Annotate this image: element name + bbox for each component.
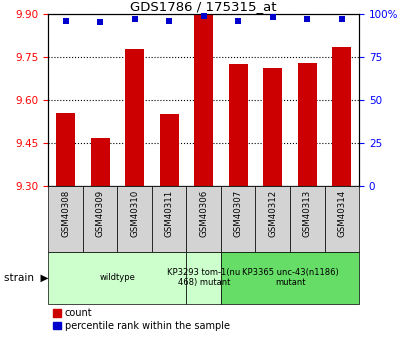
Bar (48, 252, 186, 304)
Text: KP3293 tom-1(nu
468) mutant: KP3293 tom-1(nu 468) mutant (167, 268, 240, 287)
Text: strain  ▶: strain ▶ (4, 273, 49, 283)
Bar (221, 252, 359, 304)
Text: wildtype: wildtype (100, 273, 135, 282)
Bar (186, 252, 221, 304)
Legend: count, percentile rank within the sample: count, percentile rank within the sample (53, 308, 230, 331)
Text: GSM40311: GSM40311 (165, 189, 173, 237)
Bar (263, 68, 282, 186)
Text: GSM40308: GSM40308 (61, 189, 70, 237)
Bar (117, 186, 152, 252)
Bar (125, 49, 144, 186)
Title: GDS1786 / 175315_at: GDS1786 / 175315_at (131, 0, 277, 13)
Bar (48, 186, 83, 252)
Bar (91, 138, 110, 186)
Bar (56, 113, 75, 186)
Bar (325, 186, 359, 252)
Text: GSM40312: GSM40312 (268, 189, 277, 237)
Text: KP3365 unc-43(n1186)
mutant: KP3365 unc-43(n1186) mutant (241, 268, 339, 287)
Bar (332, 47, 351, 186)
Text: GSM40314: GSM40314 (337, 189, 346, 237)
Bar (83, 186, 117, 252)
Bar (186, 186, 221, 252)
Bar (160, 114, 178, 186)
Text: GSM40307: GSM40307 (234, 189, 243, 237)
Text: GSM40306: GSM40306 (199, 189, 208, 237)
Bar (229, 63, 248, 186)
Bar (221, 186, 255, 252)
Bar (255, 186, 290, 252)
Text: GSM40310: GSM40310 (130, 189, 139, 237)
Bar (152, 186, 186, 252)
Bar (194, 14, 213, 186)
Bar (290, 186, 325, 252)
Text: GSM40313: GSM40313 (303, 189, 312, 237)
Bar (298, 63, 317, 186)
Text: GSM40309: GSM40309 (96, 189, 105, 237)
